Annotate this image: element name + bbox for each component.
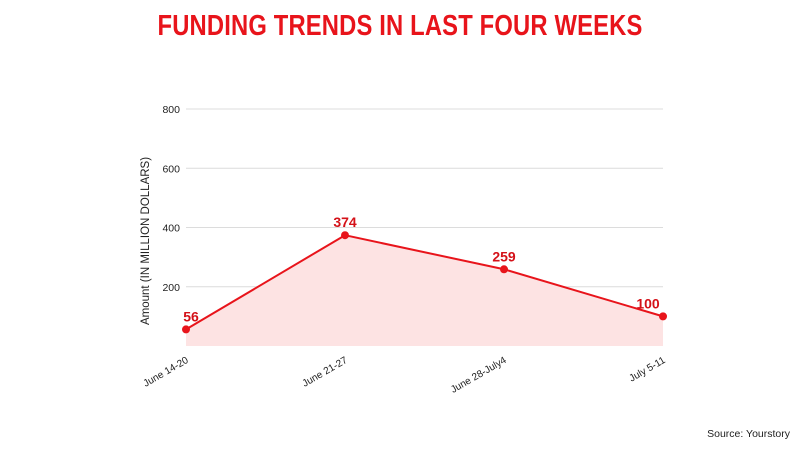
x-tick-label: June 28-July4 (449, 355, 509, 396)
data-point (341, 231, 349, 240)
x-tick-label: July 5-11 (627, 355, 667, 385)
x-tick-label: June 14-20 (142, 355, 191, 390)
series-line (185, 234, 664, 331)
x-tick-label: June 21-27 (301, 355, 350, 390)
y-axis-label: Amount (IN MILLION DOLLARS) (140, 157, 152, 325)
line-path (185, 234, 664, 331)
area-shape (186, 235, 663, 346)
data-label: 259 (492, 248, 516, 264)
y-tick-label: 600 (162, 163, 180, 175)
data-points (182, 231, 667, 334)
data-point (500, 265, 508, 274)
y-tick-label: 800 (162, 104, 180, 116)
x-tick-labels: June 14-20 June 21-27 June 28-July4 July 5-… (142, 355, 668, 396)
chart-title: FUNDING TRENDS IN LAST FOUR WEEKS (157, 10, 643, 42)
data-point (182, 325, 190, 334)
area-fill (186, 235, 663, 346)
source-note: Source: Yourstory (707, 428, 790, 440)
data-point (659, 312, 667, 321)
y-tick-labels: 200 400 600 800 (162, 104, 180, 294)
data-label: 56 (183, 308, 199, 324)
data-label: 100 (636, 295, 660, 311)
data-label: 374 (333, 214, 357, 230)
data-labels: 56 374 259 100 (183, 214, 660, 324)
y-tick-label: 400 (162, 223, 180, 235)
y-tick-label: 200 (162, 282, 180, 294)
